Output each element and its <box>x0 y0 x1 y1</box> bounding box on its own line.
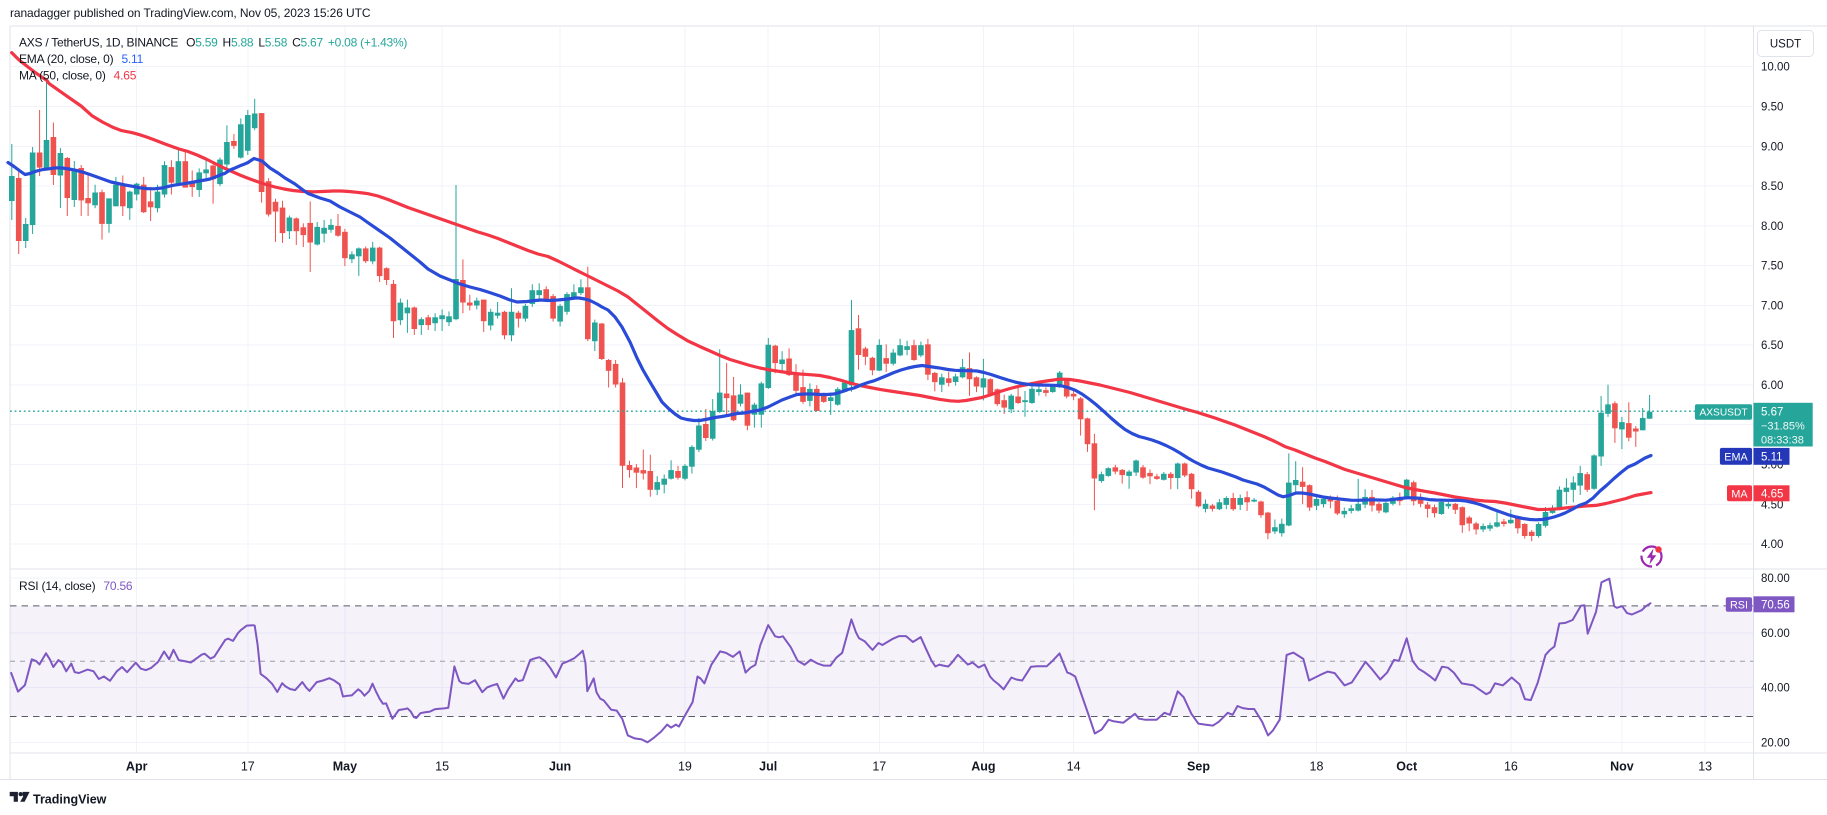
svg-text:19: 19 <box>678 760 692 774</box>
svg-text:Aug: Aug <box>971 760 995 774</box>
svg-text:Sep: Sep <box>1187 760 1210 774</box>
svg-text:TradingView: TradingView <box>33 793 107 807</box>
svg-text:17: 17 <box>872 760 886 774</box>
svg-text:6.00: 6.00 <box>1761 380 1783 392</box>
svg-text:RSI (14, close)70.56: RSI (14, close) 70.56 <box>19 579 133 593</box>
svg-text:7.00: 7.00 <box>1761 300 1783 312</box>
svg-text:14: 14 <box>1067 760 1081 774</box>
svg-text:−31.85%: −31.85% <box>1761 421 1805 433</box>
svg-text:40.00: 40.00 <box>1761 683 1790 695</box>
svg-text:20.00: 20.00 <box>1761 737 1790 749</box>
svg-text:4.00: 4.00 <box>1761 539 1783 551</box>
svg-text:13: 13 <box>1698 760 1712 774</box>
svg-text:17: 17 <box>241 760 255 774</box>
svg-text:9.50: 9.50 <box>1761 102 1783 114</box>
svg-text:70.56: 70.56 <box>1761 600 1790 612</box>
svg-text:MA: MA <box>1731 488 1748 500</box>
svg-text:18: 18 <box>1310 760 1324 774</box>
svg-text:May: May <box>333 760 357 774</box>
svg-text:5.11: 5.11 <box>1761 451 1783 463</box>
svg-text:5.67: 5.67 <box>1761 407 1783 419</box>
svg-text:Nov: Nov <box>1610 760 1634 774</box>
svg-text:4.65: 4.65 <box>1761 488 1783 500</box>
svg-text:Jun: Jun <box>549 760 571 774</box>
svg-text:AXSUSDT: AXSUSDT <box>1699 408 1747 419</box>
svg-text:80.00: 80.00 <box>1761 573 1790 585</box>
svg-text:7.50: 7.50 <box>1761 261 1783 273</box>
svg-text:08:33:38: 08:33:38 <box>1761 434 1804 446</box>
svg-text:EMA (20, close, 0)5.11: EMA (20, close, 0) 5.11 <box>19 52 144 66</box>
svg-text:Oct: Oct <box>1396 760 1418 774</box>
svg-text:Apr: Apr <box>126 760 148 774</box>
svg-text:4.50: 4.50 <box>1761 499 1783 511</box>
svg-text:USDT: USDT <box>1770 39 1801 51</box>
svg-text:15: 15 <box>435 760 449 774</box>
svg-text:16: 16 <box>1504 760 1518 774</box>
svg-text:9.00: 9.00 <box>1761 141 1783 153</box>
svg-text:Jul: Jul <box>759 760 777 774</box>
svg-text:8.00: 8.00 <box>1761 221 1783 233</box>
svg-text:6.50: 6.50 <box>1761 340 1783 352</box>
svg-text:EMA: EMA <box>1724 451 1748 463</box>
svg-text:60.00: 60.00 <box>1761 628 1790 640</box>
svg-text:RSI: RSI <box>1730 599 1748 611</box>
svg-text:10.00: 10.00 <box>1761 62 1790 74</box>
svg-text:MA (50, close, 0)4.65: MA (50, close, 0) 4.65 <box>19 69 137 83</box>
svg-text:8.50: 8.50 <box>1761 181 1783 193</box>
svg-text:ranadagger published on Tradin: ranadagger published on TradingView.com,… <box>10 6 371 20</box>
